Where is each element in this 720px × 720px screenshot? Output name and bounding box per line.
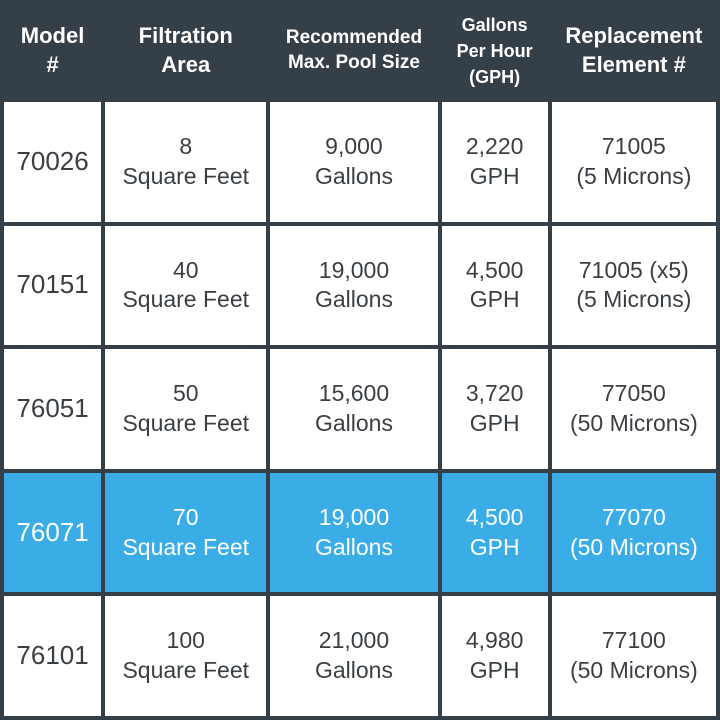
pool-size-cell: 19,000 Gallons bbox=[270, 225, 438, 346]
header-max-pool-size: Recommended Max. Pool Size bbox=[270, 4, 438, 98]
gph-cell: 4,980 GPH bbox=[441, 596, 548, 716]
area-cell: 40 Square Feet bbox=[105, 225, 267, 346]
model-cell: 76101 bbox=[4, 596, 102, 716]
gph-cell: 3,720 GPH bbox=[441, 349, 548, 469]
table-row-highlighted: 76071 70 Square Feet 19,000 Gallons 4,500 G… bbox=[4, 472, 716, 593]
gph-cell: 4,500 GPH bbox=[441, 472, 548, 593]
model-cell: 70151 bbox=[4, 225, 102, 346]
header-gallons-per-hour: Gallons Per Hour (GPH) bbox=[441, 4, 548, 98]
element-cell: 77050 (50 Microns) bbox=[551, 349, 716, 469]
area-cell: 50 Square Feet bbox=[105, 349, 267, 469]
gph-cell: 4,500 GPH bbox=[441, 225, 548, 346]
header-replacement-element: Replacement Element # bbox=[551, 4, 716, 98]
gph-cell: 2,220 GPH bbox=[441, 102, 548, 222]
model-cell: 76051 bbox=[4, 349, 102, 469]
pool-size-cell: 9,000 Gallons bbox=[270, 102, 438, 222]
element-cell: 71005 (x5) (5 Microns) bbox=[551, 225, 716, 346]
header-model: Model # bbox=[4, 4, 102, 98]
table-row: 76051 50 Square Feet 15,600 Gallons 3,720 G… bbox=[4, 349, 716, 469]
element-cell: 77070 (50 Microns) bbox=[551, 472, 716, 593]
area-cell: 70 Square Feet bbox=[105, 472, 267, 593]
pool-size-cell: 15,600 Gallons bbox=[270, 349, 438, 469]
table-row: 70151 40 Square Feet 19,000 Gallons 4,500 G… bbox=[4, 225, 716, 346]
pool-size-cell: 19,000 Gallons bbox=[270, 472, 438, 593]
element-cell: 77100 (50 Microns) bbox=[551, 596, 716, 716]
area-cell: 8 Square Feet bbox=[105, 102, 267, 222]
table-row: 76101 100 Square Feet 21,000 Gallons 4,980… bbox=[4, 596, 716, 716]
element-cell: 71005 (5 Microns) bbox=[551, 102, 716, 222]
table-row: 70026 8 Square Feet 9,000 Gallons 2,220 GPH… bbox=[4, 102, 716, 222]
model-cell: 70026 bbox=[4, 102, 102, 222]
model-cell: 76071 bbox=[4, 472, 102, 593]
header-row: Model # Filtration Area Recommended Max.… bbox=[4, 4, 716, 98]
area-cell: 100 Square Feet bbox=[105, 596, 267, 716]
pool-size-cell: 21,000 Gallons bbox=[270, 596, 438, 716]
header-filtration-area: Filtration Area bbox=[105, 4, 267, 98]
